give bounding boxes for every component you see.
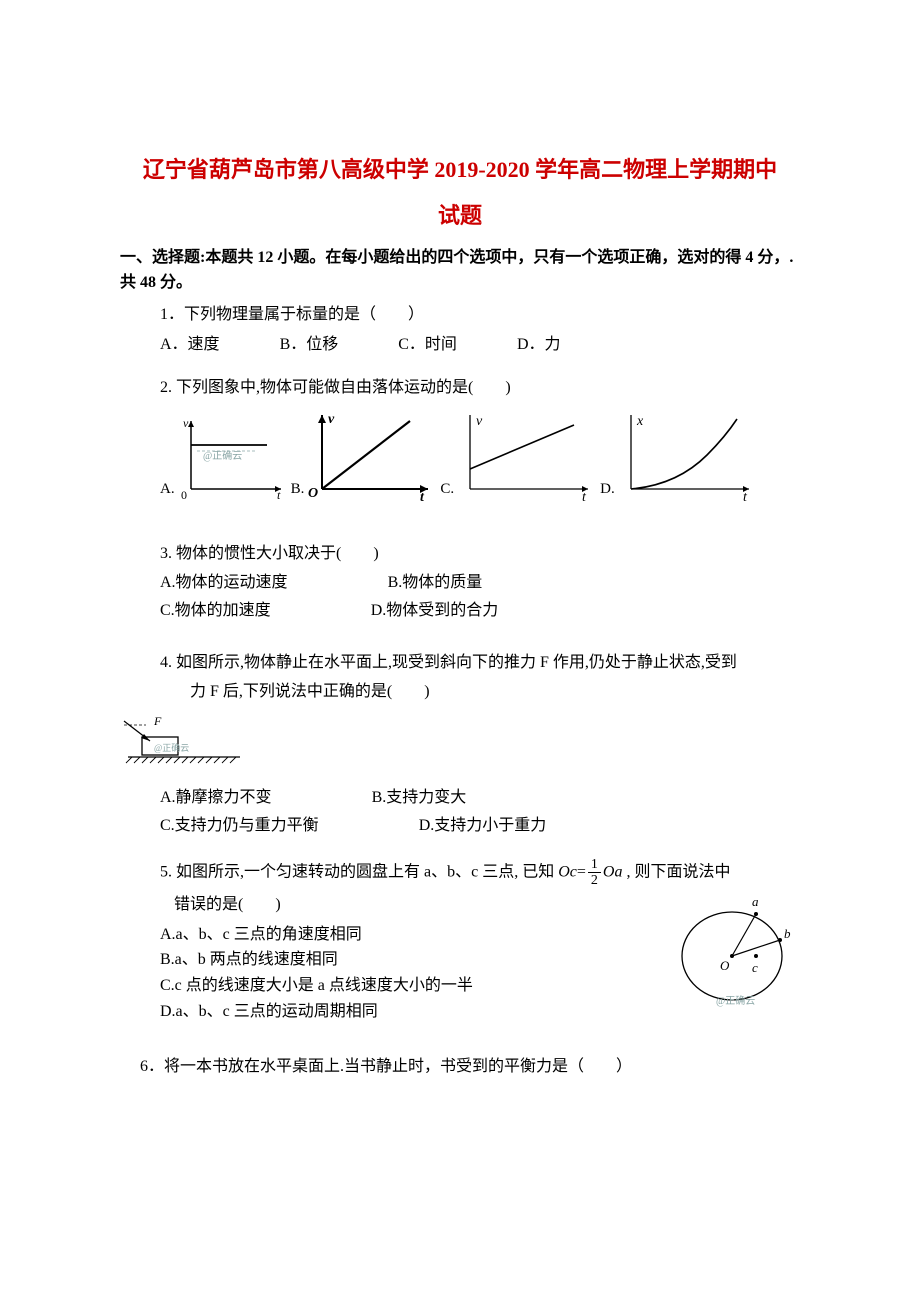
svg-text:b: b xyxy=(784,926,791,941)
q5-figure: O a b c @正确云 xyxy=(670,892,800,1012)
q6-stem: 6．将一本书放在水平桌面上.当书静止时，书受到的平衡力是（ ） xyxy=(140,1054,800,1080)
q4-optA: A.静摩擦力不变 xyxy=(160,785,272,811)
question-6: 6．将一本书放在水平桌面上.当书静止时，书受到的平衡力是（ ） xyxy=(120,1054,800,1080)
svg-text:t: t xyxy=(277,488,281,501)
q5-optA: A.a、b、c 三点的角速度相同 xyxy=(160,922,650,948)
svg-text:@正确云: @正确云 xyxy=(154,742,189,753)
page-title-line2: 试题 xyxy=(120,198,800,233)
q5-Oc: Oc xyxy=(558,863,577,880)
q4-figure: F @正确云 xyxy=(120,711,800,776)
q2-labelC: C. xyxy=(440,477,454,501)
q5-eq: = xyxy=(577,863,586,880)
q5-num: 1 xyxy=(588,857,601,873)
q2-labelD: D. xyxy=(600,477,615,501)
question-1: 1．下列物理量属于标量的是（ ） A．速度 B．位移 C．时间 D．力 xyxy=(120,302,800,357)
q5-Oa: Oa xyxy=(603,863,623,880)
q4-optC: C.支持力仍与重力平衡 xyxy=(160,813,319,839)
svg-text:a: a xyxy=(752,894,759,909)
q5-frac: 12 xyxy=(588,857,601,889)
question-5: 5. 如图所示,一个匀速转动的圆盘上有 a、b、c 三点, 已知 Oc=12Oa… xyxy=(120,857,800,1025)
question-3: 3. 物体的惯性大小取决于( ) A.物体的运动速度 B.物体的质量 C.物体的… xyxy=(120,541,800,624)
q2-graphs: A. v t 0 @正确云 B. v t xyxy=(160,409,800,501)
svg-text:t: t xyxy=(420,490,425,501)
q2-graphC: v t xyxy=(456,409,596,501)
q3-optA: A.物体的运动速度 xyxy=(160,570,288,596)
q3-optD: D.物体受到的合力 xyxy=(371,598,499,624)
q4-options: A.静摩擦力不变 B.支持力变大 C.支持力仍与重力平衡 D.支持力小于重力 xyxy=(160,785,800,838)
svg-text:t: t xyxy=(582,490,587,501)
q2-stem: 2. 下列图象中,物体可能做自由落体运动的是( ) xyxy=(160,375,800,401)
q1-optB: B．位移 xyxy=(280,332,339,358)
q1-optD: D．力 xyxy=(517,332,561,358)
q5-stem2: 错误的是( ) xyxy=(160,892,650,918)
q3-stem: 3. 物体的惯性大小取决于( ) xyxy=(160,541,800,567)
page-title-line1: 辽宁省葫芦岛市第八高级中学 2019-2020 学年高二物理上学期期中 xyxy=(120,150,800,190)
question-2: 2. 下列图象中,物体可能做自由落体运动的是( ) A. v t 0 @正确云 … xyxy=(120,375,800,501)
q5-optC: C.c 点的线速度大小是 a 点线速度大小的一半 xyxy=(160,973,650,999)
svg-text:F: F xyxy=(153,714,162,728)
svg-text:t: t xyxy=(743,490,748,501)
q2-labelA: A. xyxy=(160,477,175,501)
q5-stem: 5. 如图所示,一个匀速转动的圆盘上有 a、b、c 三点, 已知 Oc=12Oa… xyxy=(160,857,800,889)
q2-graphB: v t O xyxy=(306,409,436,501)
svg-text:x: x xyxy=(636,414,644,429)
q2-graphA: v t 0 @正确云 xyxy=(177,413,287,501)
svg-text:v: v xyxy=(328,412,335,427)
q1-optA: A．速度 xyxy=(160,332,220,358)
svg-text:@正确云: @正确云 xyxy=(716,994,755,1007)
q2-labelB: B. xyxy=(291,477,305,501)
svg-text:v: v xyxy=(476,414,483,429)
q2-graphD: x t xyxy=(617,409,757,501)
q1-optC: C．时间 xyxy=(398,332,457,358)
q4-optB: B.支持力变大 xyxy=(372,785,467,811)
q3-optB: B.物体的质量 xyxy=(388,570,483,596)
q5-den: 2 xyxy=(588,873,601,888)
q3-optC: C.物体的加速度 xyxy=(160,598,271,624)
svg-text:O: O xyxy=(720,958,730,973)
svg-text:O: O xyxy=(308,486,318,501)
section-header: 一、选择题:本题共 12 小题。在每小题给出的四个选项中，只有一个选项正确，选对… xyxy=(120,245,800,296)
svg-text:v: v xyxy=(183,416,189,430)
q1-stem: 1．下列物理量属于标量的是（ ） xyxy=(160,302,800,328)
q5-optD: D.a、b、c 三点的运动周期相同 xyxy=(160,999,650,1025)
q1-options: A．速度 B．位移 C．时间 D．力 xyxy=(160,332,800,358)
q5-optB: B.a、b 两点的线速度相同 xyxy=(160,947,650,973)
svg-text:c: c xyxy=(752,960,758,975)
q5-pre: 5. 如图所示,一个匀速转动的圆盘上有 a、b、c 三点, 已知 xyxy=(160,863,558,880)
svg-text:0: 0 xyxy=(181,488,187,501)
q4-optD: D.支持力小于重力 xyxy=(419,813,547,839)
q4-stem2: 力 F 后,下列说法中正确的是( ) xyxy=(160,679,800,705)
question-4: 4. 如图所示,物体静止在水平面上,现受到斜向下的推力 F 作用,仍处于静止状态… xyxy=(120,650,800,839)
q3-options: A.物体的运动速度 B.物体的质量 C.物体的加速度 D.物体受到的合力 xyxy=(160,570,800,623)
q5-post: , 则下面说法中 xyxy=(626,863,730,880)
q4-stem1: 4. 如图所示,物体静止在水平面上,现受到斜向下的推力 F 作用,仍处于静止状态… xyxy=(160,650,800,676)
